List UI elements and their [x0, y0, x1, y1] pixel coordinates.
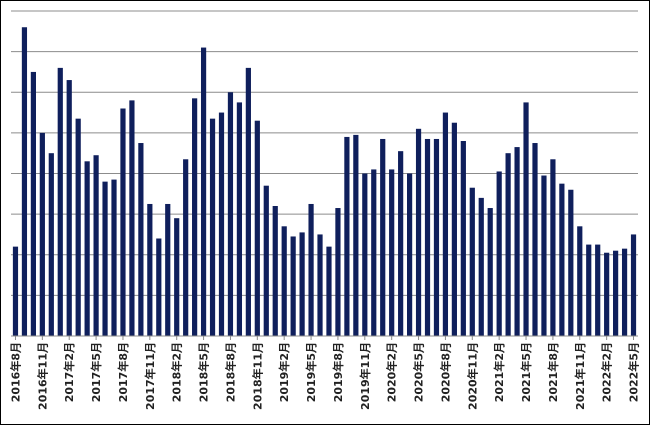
- bar: 2021年11月: 2.7: [577, 226, 583, 336]
- bar: 2019年11月: 4: [362, 173, 368, 336]
- bar: 2020年2月: 4.1: [389, 169, 395, 336]
- bar: 2016年10月: 6.5: [30, 71, 36, 336]
- x-tick-label: 2020年8月: [438, 342, 452, 402]
- bars: 2016年8月: 2.22016年9月: 7.62016年10月: 6.5201…: [12, 27, 637, 337]
- bar: 2021年5月: 5.75: [523, 102, 529, 336]
- bar: 2019年7月: 2.2: [326, 246, 332, 337]
- bar: 2020年7月: 4.85: [433, 138, 440, 336]
- bar: 2019年8月: 3.15: [335, 208, 341, 336]
- bar: 2018年9月: 5.75: [236, 102, 243, 336]
- bar: 2021年2月: 4.05: [496, 171, 502, 336]
- bar: 2018年3月: 4.35: [183, 159, 189, 336]
- bar: 2016年11月: 5: [39, 132, 45, 337]
- bar: 2017年4月: 4.3: [84, 161, 90, 336]
- bar: 2017年12月: 2.4: [156, 238, 162, 336]
- bar: 2019年2月: 2.7: [281, 226, 287, 336]
- bar: 2019年6月: 2.5: [317, 234, 323, 336]
- x-tick-label: 2021年8月: [546, 342, 560, 402]
- x-tick-label: 2019年8月: [331, 342, 345, 402]
- bar: 2019年3月: 2.45: [290, 236, 296, 336]
- x-tick-label: 2018年5月: [197, 342, 211, 402]
- bar: 2017年5月: 4.45: [93, 155, 99, 336]
- x-tick-label: 2018年11月: [250, 342, 264, 410]
- bar: 2022年5月: 2.5: [630, 234, 637, 336]
- bar: 2019年10月: 4.95: [353, 134, 359, 336]
- x-tick-label: 2022年5月: [627, 342, 641, 402]
- bar: 2020年4月: 4: [407, 173, 413, 336]
- x-tick-label: 2020年11月: [465, 342, 479, 410]
- bar: 2018年5月: 7.1: [200, 47, 207, 337]
- bar: 2021年7月: 3.95: [541, 175, 547, 336]
- bar: 2017年6月: 3.8: [102, 181, 108, 337]
- bar: 2020年5月: 5.1: [415, 128, 422, 336]
- bar: 2018年11月: 5.3: [254, 120, 260, 336]
- bar: 2022年2月: 2.05: [604, 252, 610, 336]
- bar: 2021年4月: 4.65: [514, 147, 520, 336]
- x-tick-labels: 2016年8月 2016年11月 2017年2月 2017年5月 2017年8月 2017…: [8, 342, 640, 410]
- x-tick-label: 2019年11月: [358, 342, 372, 410]
- x-tick-label: 2017年8月: [116, 342, 130, 402]
- bar: 2019年5月: 3.25: [308, 203, 314, 336]
- bar: 2018年6月: 5.35: [209, 118, 216, 336]
- x-tick-label: 2018年8月: [223, 342, 237, 402]
- bar: 2021年9月: 3.75: [559, 183, 565, 336]
- x-tick-label: 2016年8月: [8, 342, 22, 402]
- bar: 2021年12月: 2.25: [586, 244, 592, 336]
- x-tick-label: 2021年11月: [573, 342, 587, 410]
- bar: 2019年1月: 3.2: [272, 206, 278, 336]
- bar: 2020年8月: 5.5: [442, 112, 449, 336]
- bar: 2021年6月: 4.75: [532, 143, 538, 336]
- x-tick-label: 2019年2月: [277, 342, 291, 402]
- bar: 2021年1月: 3.15: [487, 208, 493, 336]
- bar: 2020年9月: 5.25: [451, 122, 457, 336]
- bar: 2019年4月: 2.55: [299, 232, 305, 336]
- bar: 2019年9月: 4.9: [344, 136, 350, 336]
- bar: 2018年2月: 2.9: [174, 218, 180, 336]
- bar: 2018年12月: 3.7: [263, 185, 269, 336]
- x-tick-label: 2021年5月: [519, 342, 533, 402]
- bar: 2018年7月: 5.5: [218, 112, 225, 336]
- bar: 2020年3月: 4.55: [398, 151, 404, 336]
- x-axis: [11, 335, 638, 340]
- x-tick-label: 2016年11月: [35, 342, 49, 410]
- bar: 2016年9月: 7.6: [21, 27, 28, 336]
- bar: 2020年1月: 4.85: [380, 138, 386, 336]
- bar: 2022年1月: 2.25: [595, 244, 601, 336]
- bar: 2017年11月: 3.25: [147, 203, 153, 336]
- bar: 2017年8月: 5.6: [120, 108, 126, 336]
- bar: 2018年1月: 3.25: [165, 203, 171, 336]
- bar: 2021年3月: 4.5: [505, 153, 511, 336]
- x-tick-label: 2021年2月: [492, 342, 506, 402]
- x-tick-label: 2020年5月: [412, 342, 426, 402]
- x-tick-label: 2017年2月: [62, 342, 76, 402]
- bar: 2016年12月: 4.5: [48, 153, 54, 336]
- bar: 2022年4月: 2.15: [621, 248, 628, 336]
- bar: 2020年10月: 4.8: [460, 141, 466, 336]
- x-tick-label: 2020年2月: [385, 342, 399, 402]
- bar: 2017年10月: 4.75: [138, 143, 144, 336]
- bar: 2021年8月: 4.35: [550, 159, 556, 336]
- bar: 2020年11月: 3.65: [469, 187, 475, 336]
- bar: 2017年3月: 5.35: [75, 118, 81, 336]
- bar: 2022年3月: 2.1: [613, 250, 619, 336]
- bar: 2020年6月: 4.85: [424, 138, 431, 336]
- x-tick-label: 2019年5月: [304, 342, 318, 402]
- bar: 2017年9月: 5.8: [129, 100, 135, 337]
- bar: 2019年12月: 4.1: [371, 169, 377, 336]
- x-tick-label: 2022年2月: [600, 342, 614, 402]
- bar: 2017年1月: 6.6: [57, 67, 63, 337]
- bar: 2018年10月: 6.6: [245, 67, 251, 337]
- x-tick-label: 2017年5月: [89, 342, 103, 402]
- bar: 2018年8月: 6: [227, 92, 234, 336]
- bar: 2020年12月: 3.4: [478, 197, 484, 337]
- bar: 2017年7月: 3.85: [111, 179, 117, 336]
- bar: 2017年2月: 6.3: [66, 80, 72, 336]
- bar: 2018年4月: 5.85: [192, 98, 198, 336]
- bar: 2016年8月: 2.2: [12, 246, 19, 337]
- bar: 2021年10月: 3.6: [568, 189, 574, 336]
- x-tick-label: 2018年2月: [170, 342, 184, 402]
- x-tick-label: 2017年11月: [143, 342, 157, 410]
